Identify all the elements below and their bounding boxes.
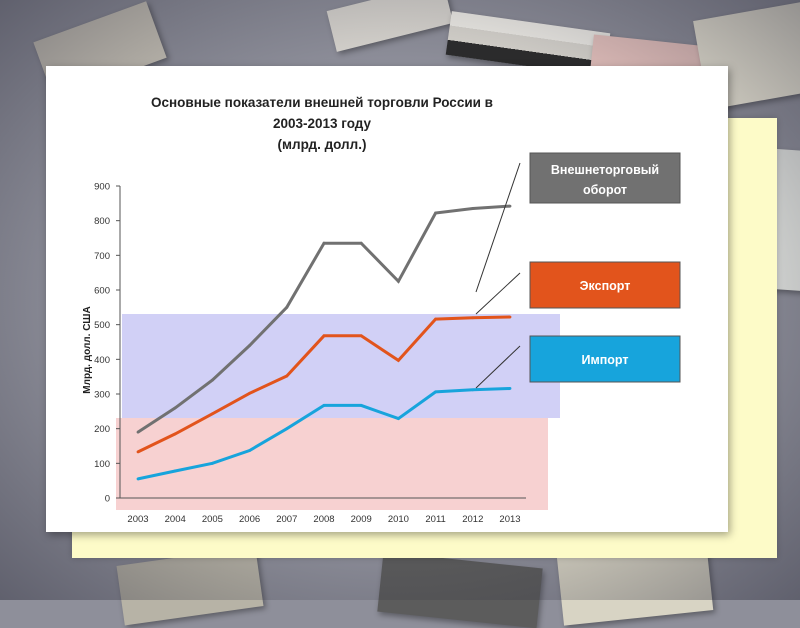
y-tick-label: 700 [94, 251, 110, 262]
data-point [359, 404, 363, 407]
y-tick-label: 600 [94, 286, 110, 297]
data-point [248, 391, 252, 395]
x-tick-label: 2013 [499, 514, 520, 525]
chart-subtitle: (млрд. долл.) [278, 137, 367, 152]
x-tick-label: 2008 [313, 514, 334, 525]
data-point [136, 477, 140, 481]
x-tick-label: 2004 [165, 514, 186, 525]
x-tick-label: 2003 [127, 514, 148, 525]
data-point [322, 404, 326, 407]
data-point [508, 387, 512, 390]
data-point [508, 204, 512, 208]
legend-box-1 [529, 261, 681, 309]
y-tick-label: 0 [105, 494, 110, 505]
chart-title-line2: 2003-2013 году [273, 116, 372, 131]
legend-label: Внешнеторговый [551, 163, 659, 177]
legend-label: Импорт [581, 353, 628, 367]
data-point [173, 406, 177, 410]
leader-line [475, 345, 521, 389]
background-flag-9 [116, 546, 264, 626]
data-point [211, 412, 214, 416]
data-point [173, 432, 177, 436]
y-tick-label: 300 [94, 390, 110, 401]
data-point [397, 417, 400, 421]
chart-canvas: Основные показатели внешней торговли Рос… [82, 95, 681, 525]
data-point [359, 334, 363, 338]
leader-line [475, 162, 521, 293]
flag-red-stripe [116, 418, 548, 510]
chart-title: Основные показатели внешней торговли Рос… [151, 95, 493, 110]
data-point [434, 317, 437, 321]
series-lines [136, 204, 512, 481]
x-tick-label: 2007 [276, 514, 297, 525]
data-point [136, 450, 140, 454]
y-tick-labels: 0 100 200 300 400 500 600 700 800 900 [94, 182, 120, 505]
legend-box-2 [529, 335, 681, 383]
x-tick-label: 2010 [388, 514, 409, 525]
legend-label: Экспорт [580, 279, 631, 293]
x-tick-label: 2012 [462, 514, 483, 525]
y-tick-label: 400 [94, 355, 110, 366]
x-tick-labels: 2003 2004 2005 2006 2007 2008 2009 2010 2011 2012… [127, 514, 520, 525]
chart-card: Основные показатели внешней торговли Рос… [46, 66, 728, 532]
data-point [285, 374, 289, 378]
data-point [397, 279, 400, 283]
y-tick-label: 100 [94, 459, 110, 470]
leader-line [475, 272, 521, 315]
data-point [397, 358, 400, 362]
x-tick-label: 2011 [425, 514, 445, 525]
data-point [508, 315, 512, 319]
y-axis-label: Млрд. долл. США [82, 306, 93, 393]
data-point [434, 390, 437, 394]
legend: Внешнеторговый оборот Экспорт Импорт [529, 152, 681, 383]
data-point [471, 316, 475, 320]
data-point [434, 211, 437, 215]
data-point [285, 427, 289, 431]
data-point [322, 334, 326, 338]
x-tick-label: 2009 [351, 514, 372, 525]
data-point [211, 461, 214, 465]
data-point [471, 207, 475, 210]
data-point [471, 388, 475, 392]
x-tick-label: 2005 [202, 514, 223, 525]
legend-label: оборот [583, 183, 627, 197]
x-tick-label: 2006 [239, 514, 260, 525]
background-flag-7 [377, 551, 543, 628]
data-point [359, 241, 363, 245]
background-flag-1 [326, 0, 454, 52]
y-tick-label: 200 [94, 424, 110, 435]
y-tick-label: 900 [94, 182, 110, 193]
data-point [285, 305, 289, 309]
y-tick-label: 500 [94, 320, 110, 331]
data-point [248, 449, 252, 452]
legend-box-0 [529, 152, 681, 204]
data-point [248, 344, 252, 347]
data-point [173, 469, 177, 473]
y-tick-label: 800 [94, 216, 110, 227]
legend-leader-lines [475, 162, 521, 389]
data-point [322, 241, 326, 245]
flag-blue-stripe [122, 314, 560, 418]
data-point [211, 378, 214, 382]
data-point [136, 430, 140, 434]
